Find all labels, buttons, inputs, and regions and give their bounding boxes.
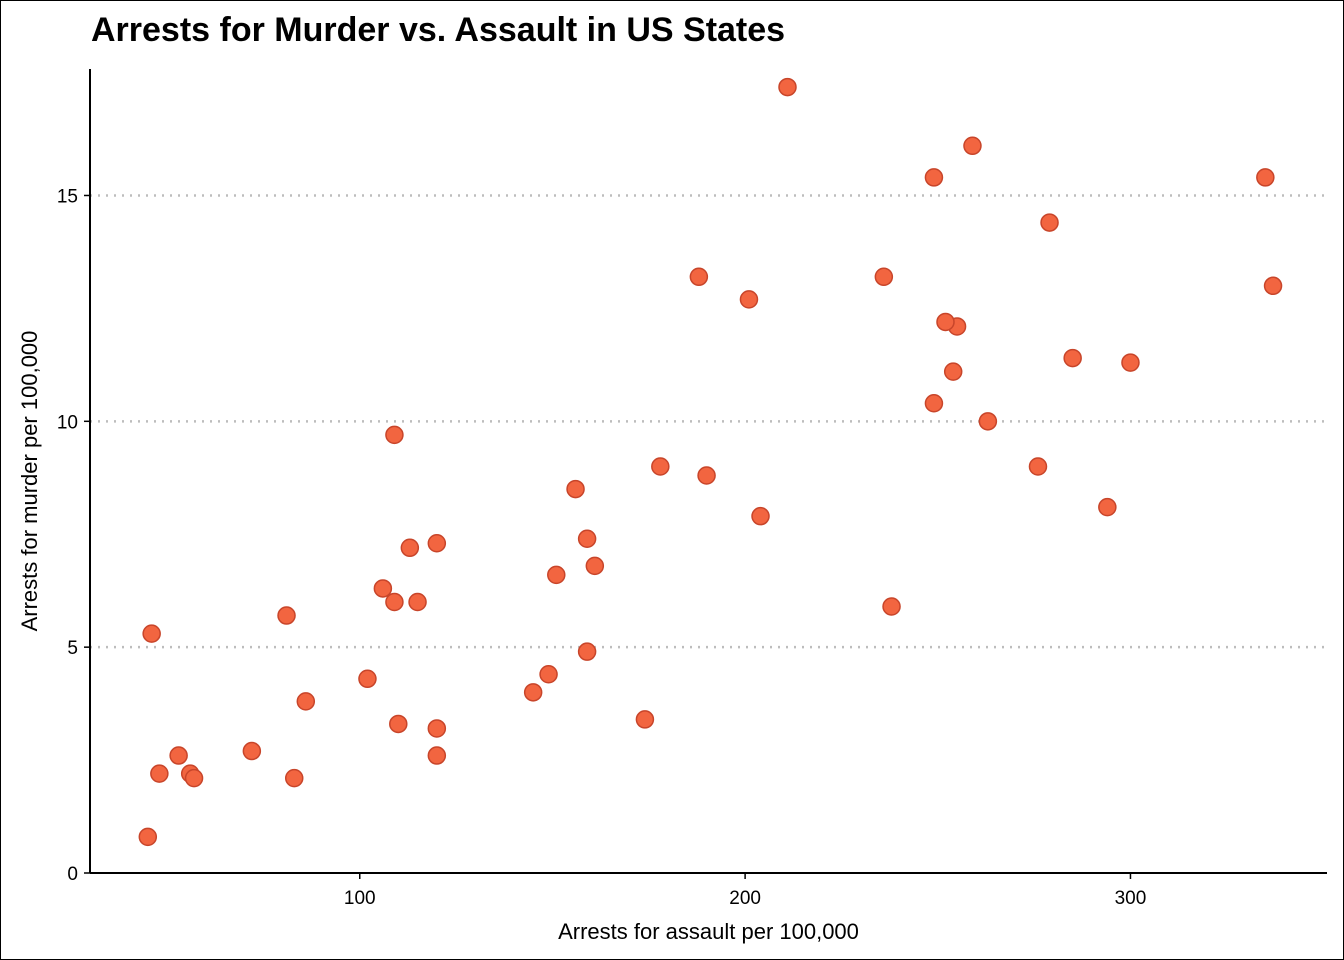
data-point — [936, 312, 955, 332]
data-points — [138, 77, 1283, 847]
data-point — [427, 534, 447, 553]
data-point — [169, 746, 188, 765]
data-point — [651, 457, 670, 476]
data-point — [150, 764, 169, 783]
data-point — [566, 479, 585, 499]
data-point — [751, 506, 770, 526]
x-tick-label: 300 — [1115, 888, 1147, 909]
data-point — [385, 592, 404, 612]
y-tick-label: 5 — [67, 638, 78, 659]
data-point — [408, 592, 427, 612]
data-point — [547, 565, 566, 585]
data-point — [523, 683, 543, 702]
data-point — [296, 692, 316, 711]
data-point — [1256, 168, 1275, 187]
data-point — [1028, 457, 1048, 476]
data-point — [577, 529, 597, 549]
tick-labels: 0 5 10 15 100 200 300 — [57, 186, 1146, 909]
data-point — [385, 425, 404, 445]
data-point — [427, 719, 447, 738]
data-point — [1063, 348, 1082, 368]
data-point — [539, 665, 558, 684]
data-point — [577, 642, 597, 661]
data-point — [1263, 276, 1283, 296]
data-point — [978, 412, 998, 431]
data-point — [184, 768, 204, 788]
data-point — [277, 606, 296, 625]
data-point — [142, 624, 161, 643]
data-point — [943, 362, 963, 381]
data-point — [874, 267, 894, 287]
data-point — [400, 538, 420, 558]
data-point — [138, 827, 158, 847]
data-point — [373, 579, 393, 598]
y-tick-label: 10 — [57, 412, 78, 433]
data-point — [242, 741, 262, 761]
x-axis-label: Arrests for assault per 100,000 — [558, 919, 859, 944]
data-point — [284, 768, 304, 788]
axes — [89, 69, 1327, 874]
data-point — [739, 290, 759, 309]
y-axis-label: Arrests for murder per 100,000 — [17, 331, 42, 632]
data-point — [689, 267, 709, 287]
data-point — [585, 556, 605, 576]
data-point — [778, 77, 797, 97]
y-tick-label: 15 — [57, 186, 78, 207]
data-point — [389, 714, 408, 734]
data-point — [1098, 497, 1117, 517]
y-tick-label: 0 — [67, 864, 78, 885]
data-point — [1121, 353, 1140, 372]
gridlines — [90, 194, 1327, 649]
data-point — [427, 746, 447, 765]
data-point — [924, 393, 944, 413]
data-point — [635, 710, 655, 729]
x-tick-label: 100 — [344, 888, 376, 909]
data-point — [924, 168, 944, 187]
data-point — [1040, 213, 1059, 232]
chart-title: Arrests for Murder vs. Assault in US Sta… — [91, 11, 786, 49]
data-point — [882, 597, 901, 616]
data-point — [963, 136, 982, 156]
data-point — [358, 669, 377, 689]
x-tick-label: 200 — [729, 888, 761, 909]
data-point — [697, 466, 716, 485]
